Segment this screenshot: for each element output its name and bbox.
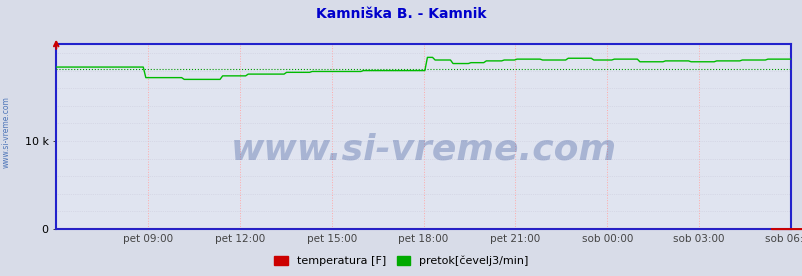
Legend: temperatura [F], pretok[čevelj3/min]: temperatura [F], pretok[čevelj3/min] [269,251,533,270]
Text: www.si-vreme.com: www.si-vreme.com [230,132,616,166]
Text: Kamniška B. - Kamnik: Kamniška B. - Kamnik [316,7,486,21]
Text: www.si-vreme.com: www.si-vreme.com [2,97,11,168]
